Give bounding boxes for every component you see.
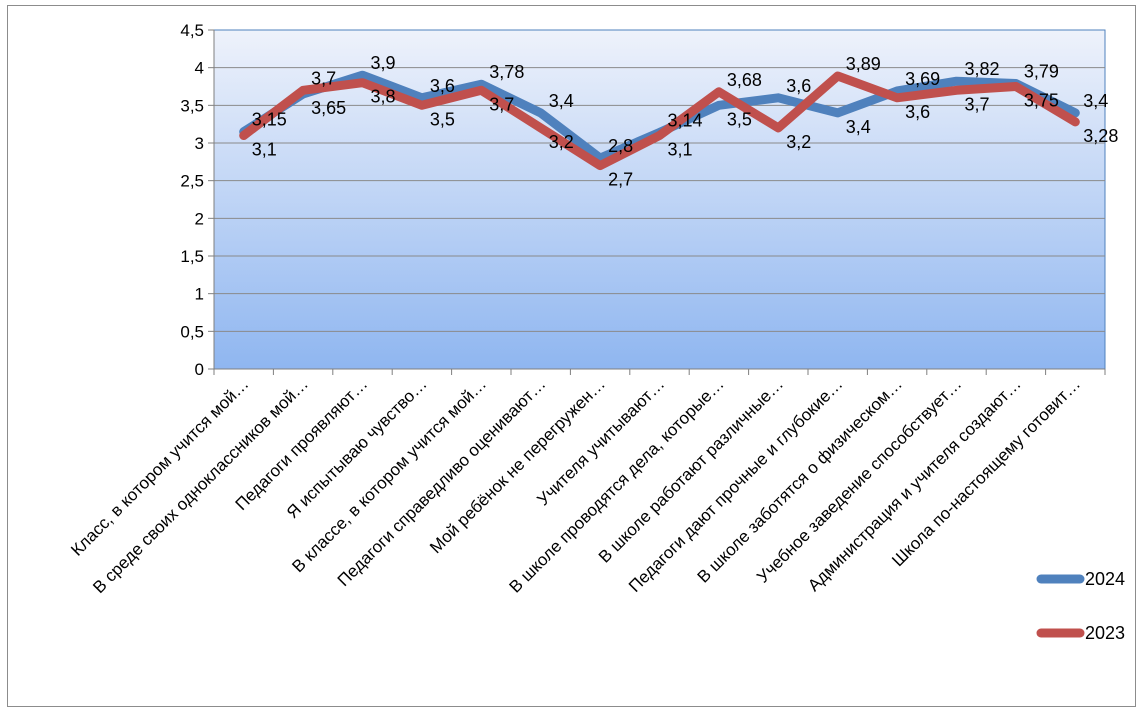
data-label-2024: 3,15 <box>252 110 287 130</box>
chart-frame: 0 0,5 1 1,5 2 2,5 3 3,5 4 4,5 Класс, в котором уч… <box>7 5 1136 707</box>
data-label-2023: 3,1 <box>668 139 693 159</box>
data-label-2024: 3,4 <box>1083 91 1108 111</box>
data-label-2024: 3,65 <box>311 98 346 118</box>
data-label-2023: 3,8 <box>371 87 396 107</box>
data-label-2024: 2,8 <box>608 136 633 156</box>
y-tick-label: 1,5 <box>180 247 204 266</box>
x-tick-label: В среде своих одноклассников мой… <box>89 374 312 597</box>
data-label-2023: 3,89 <box>846 54 881 74</box>
legend-label-2023: 2023 <box>1085 623 1125 643</box>
data-label-2023: 3,7 <box>489 94 514 114</box>
x-tick-label: Администрация и учителя создают… <box>804 374 1025 595</box>
data-label-2023: 3,5 <box>430 109 455 129</box>
data-label-2023: 3,68 <box>727 70 762 90</box>
x-tick-label: В школе проводятся дела, которые… <box>506 374 728 596</box>
y-tick-label: 0 <box>195 360 204 379</box>
data-label-2023: 3,75 <box>1024 91 1059 111</box>
data-label-2024: 3,4 <box>549 91 574 111</box>
legend-label-2024: 2024 <box>1085 569 1125 589</box>
data-label-2024: 3,78 <box>489 62 524 82</box>
data-label-2024: 3,6 <box>430 76 455 96</box>
x-tick-label: В школе заботятся о физическом… <box>694 374 906 586</box>
y-tick-label: 3 <box>195 134 204 153</box>
y-tick-label: 1 <box>195 285 204 304</box>
x-axis: Класс, в котором учится мой…В среде свои… <box>67 368 1106 597</box>
x-tick-label: Педагоги справедливо оценивают… <box>334 374 550 590</box>
y-tick-label: 4,5 <box>180 21 204 40</box>
x-tick-label: Педагоги дают прочные и глубокие… <box>625 374 847 596</box>
data-label-2023: 3,7 <box>965 94 990 114</box>
data-label-2023: 3,1 <box>252 139 277 159</box>
y-axis: 0 0,5 1 1,5 2 2,5 3 3,5 4 4,5 <box>180 21 215 379</box>
data-label-2024: 3,69 <box>905 69 940 89</box>
data-label-2024: 3,9 <box>371 53 396 73</box>
data-label-2023: 3,28 <box>1083 126 1118 146</box>
data-label-2023: 3,7 <box>311 68 336 88</box>
data-label-2024: 3,4 <box>846 117 871 137</box>
data-label-2023: 3,6 <box>905 102 930 122</box>
line-chart: 0 0,5 1 1,5 2 2,5 3 3,5 4 4,5 Класс, в котором уч… <box>67 21 1125 643</box>
y-tick-label: 2,5 <box>180 172 204 191</box>
y-tick-label: 4 <box>195 59 204 78</box>
data-label-2023: 2,7 <box>608 170 633 190</box>
legend: 2024 2023 <box>1036 569 1125 643</box>
y-tick-label: 0,5 <box>180 322 204 341</box>
data-label-2024: 3,79 <box>1024 61 1059 81</box>
data-labels: 3,15 3,65 3,9 3,6 3,78 3,4 2,8 3,14 3,5 3,6 3,4 3,6… <box>252 53 1119 189</box>
x-tick-label: Учебное заведение способствует… <box>753 374 965 586</box>
data-label-2024: 3,5 <box>727 109 752 129</box>
data-label-2023: 3,2 <box>549 132 574 152</box>
series-lines <box>239 70 1080 171</box>
y-tick-label: 3,5 <box>180 96 204 115</box>
gridlines <box>214 67 1105 332</box>
y-tick-label: 2 <box>195 209 204 228</box>
data-label-2023: 3,2 <box>786 132 811 152</box>
data-label-2024: 3,6 <box>786 76 811 96</box>
series-line-2023 <box>239 71 1080 171</box>
data-label-2024: 3,82 <box>965 59 1000 79</box>
data-label-2024: 3,14 <box>668 110 703 130</box>
